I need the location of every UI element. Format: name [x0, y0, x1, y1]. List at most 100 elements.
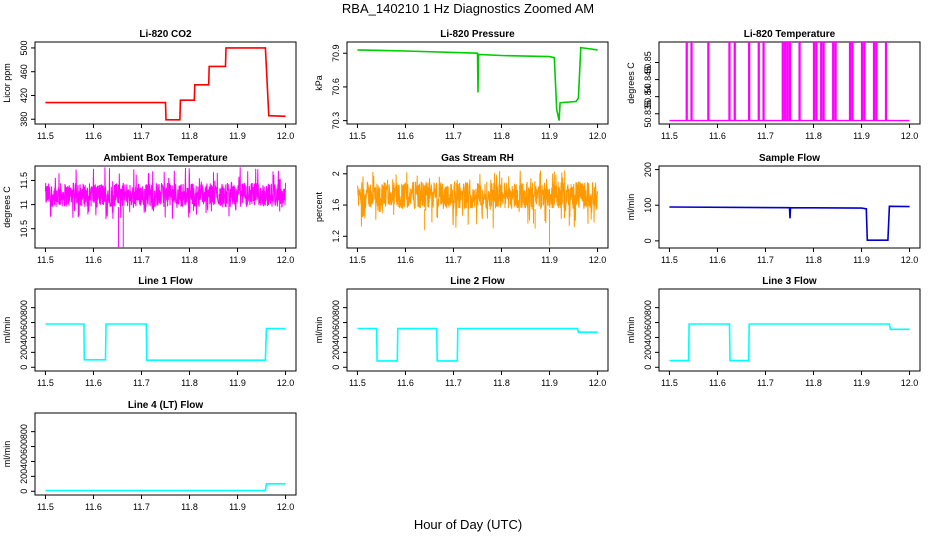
panel-6: Sample Flow ml/min 11.5 11.6 11.7 11.8 11.9 12.…: [626, 153, 921, 265]
y-tick-label: 460: [19, 64, 29, 79]
y-tick-label: 70.9: [331, 44, 341, 62]
x-tick-label: 11.9: [229, 502, 246, 512]
panel-title: Line 4 (LT) Flow: [128, 400, 204, 411]
y-tick-label: 200: [331, 345, 341, 360]
y-tick-label: 70.3: [331, 112, 341, 130]
x-tick-label: 11.6: [709, 378, 726, 388]
x-tick-label: 11.8: [805, 131, 822, 141]
x-tick-label: 12.0: [277, 131, 295, 141]
x-tick-label: 11.7: [445, 255, 462, 265]
x-tick-label: 12.0: [901, 131, 919, 141]
x-tick-label: 11.6: [85, 378, 102, 388]
series-line: [45, 482, 286, 492]
x-tick-label: 11.8: [493, 131, 510, 141]
y-tick-label: 800: [19, 300, 29, 315]
y-tick-label: 0: [331, 365, 341, 370]
x-tick-label: 11.9: [229, 255, 246, 265]
y-tick-label: 500: [19, 40, 29, 55]
y-tick-label: 50.85: [643, 51, 653, 74]
x-tick-label: 11.8: [493, 378, 510, 388]
y-tick-label: 200: [19, 345, 29, 360]
x-tick-label: 11.5: [349, 255, 366, 265]
x-tick-label: 12.0: [277, 255, 295, 265]
x-tick-label: 11.7: [445, 378, 462, 388]
panel-2: Li-820 Pressure kPa 11.5 11.6 11.7 11.8 11.9 12…: [314, 29, 609, 141]
x-tick-label: 11.6: [397, 131, 414, 141]
x-tick-label: 11.9: [541, 255, 558, 265]
y-tick-label: 400: [331, 330, 341, 345]
plot-frame: [34, 41, 297, 125]
y-tick-label: 400: [643, 330, 653, 345]
panel-title: Line 3 Flow: [762, 276, 817, 287]
panel-title: Li-820 CO2: [139, 29, 192, 40]
y-tick-label: 600: [643, 315, 653, 330]
x-tick-label: 11.5: [349, 378, 366, 388]
x-tick-label: 11.7: [133, 131, 150, 141]
y-tick-label: 420: [19, 88, 29, 103]
x-tick-label: 11.6: [85, 502, 102, 512]
x-tick-label: 11.6: [85, 255, 102, 265]
panel-9: Line 3 Flow ml/min 11.5 11.6 11.7 11.8 11.9 12.…: [626, 276, 921, 388]
x-tick-label: 11.5: [349, 131, 366, 141]
x-tick-label: 11.8: [805, 378, 822, 388]
x-tick-label: 11.9: [853, 378, 870, 388]
series-line: [669, 323, 910, 362]
series-line: [356, 170, 599, 229]
plot-frame: [346, 288, 609, 372]
y-tick-label: 0: [643, 238, 653, 243]
y-tick-label: 70.6: [331, 78, 341, 96]
panel-1: Li-820 CO2 Licor ppm 11.5 11.6 11.7 11.8 11.9 1…: [2, 29, 297, 141]
y-tick-label: 600: [19, 315, 29, 330]
panel-5: Gas Stream RH percent 11.5 11.6 11.7 11.8 11.9…: [314, 153, 609, 265]
x-tick-label: 11.7: [133, 378, 150, 388]
x-tick-label: 11.8: [181, 255, 198, 265]
x-tick-label: 11.6: [397, 378, 414, 388]
y-axis-label: percent: [314, 191, 324, 222]
y-tick-label: 600: [19, 439, 29, 454]
y-tick-label: 800: [19, 424, 29, 439]
x-tick-label: 11.7: [757, 255, 774, 265]
y-tick-label: 0: [19, 365, 29, 370]
x-tick-label: 12.0: [589, 378, 607, 388]
x-tick-label: 11.8: [181, 502, 198, 512]
y-axis-label: ml/min: [626, 317, 636, 344]
x-tick-label: 11.8: [805, 255, 822, 265]
panel-title: Sample Flow: [759, 153, 820, 164]
x-tick-label: 12.0: [589, 131, 607, 141]
y-tick-label: 800: [331, 300, 341, 315]
series-line: [44, 167, 287, 220]
panel-title: Line 1 Flow: [138, 276, 193, 287]
x-tick-label: 11.5: [37, 255, 54, 265]
x-tick-label: 11.5: [37, 502, 54, 512]
panel-title: Line 2 Flow: [450, 276, 505, 287]
panel-title: Li-820 Pressure: [440, 29, 515, 40]
y-axis-label: degrees C: [2, 186, 12, 228]
panel-title: Gas Stream RH: [441, 153, 514, 164]
series-line: [45, 323, 286, 362]
y-axis-label: degrees C: [626, 62, 636, 104]
x-tick-label: 11.9: [229, 131, 246, 141]
x-tick-label: 11.7: [757, 131, 774, 141]
x-tick-label: 11.7: [133, 255, 150, 265]
panel-4: Ambient Box Temperature degrees C 11.5 11.6…: [2, 153, 297, 265]
y-tick-label: 1.2: [331, 230, 341, 243]
y-tick-label: 0: [643, 365, 653, 370]
series-line: [45, 47, 286, 121]
x-tick-label: 11.5: [661, 378, 678, 388]
y-tick-label: 11.5: [19, 172, 29, 189]
y-tick-label: 50.845: [643, 66, 653, 94]
panel-title: Ambient Box Temperature: [103, 153, 228, 164]
panel-10: Line 4 (LT) Flow ml/min 11.5 11.6 11.7 11.8 11…: [2, 400, 297, 512]
y-tick-label: 10.5: [19, 220, 29, 238]
panel-7: Line 1 Flow ml/min 11.5 11.6 11.7 11.8 11.9 12.…: [2, 276, 297, 388]
y-tick-label: 200: [643, 345, 653, 360]
plot-frame: [346, 41, 609, 125]
series-line: [357, 327, 598, 362]
plot-frame: [658, 288, 921, 372]
x-tick-label: 11.8: [181, 378, 198, 388]
x-tick-label: 11.5: [37, 378, 54, 388]
x-tick-label: 11.7: [757, 378, 774, 388]
y-tick-label: 1.6: [331, 199, 341, 212]
plot-frame: [34, 288, 297, 372]
